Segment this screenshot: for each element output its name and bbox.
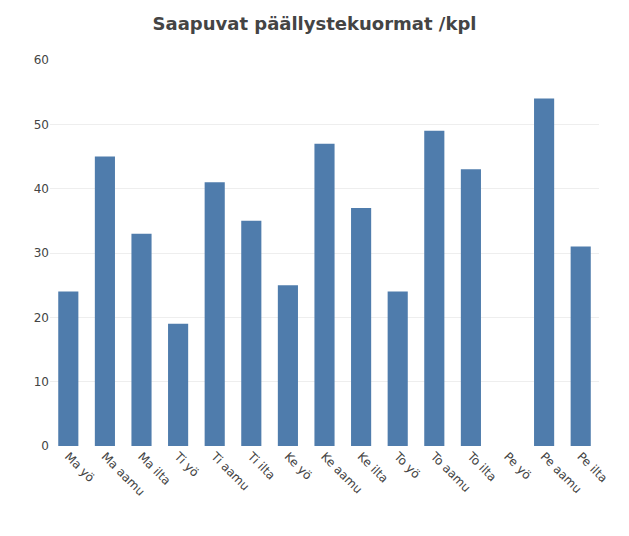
svg-text:Saapuvat päällystekuormat /kpl: Saapuvat päällystekuormat /kpl (153, 13, 477, 34)
svg-text:Ti aamu: Ti aamu (208, 449, 253, 494)
svg-text:30: 30 (34, 246, 49, 260)
svg-text:40: 40 (34, 182, 49, 196)
svg-text:Ke yö: Ke yö (282, 449, 315, 482)
svg-text:20: 20 (34, 311, 49, 325)
svg-text:Ma yö: Ma yö (62, 449, 97, 484)
svg-text:Ke aamu: Ke aamu (318, 449, 365, 496)
svg-text:Pe yö: Pe yö (501, 449, 534, 482)
svg-text:To ilta: To ilta (464, 449, 499, 484)
svg-text:Ma aamu: Ma aamu (99, 449, 148, 498)
svg-text:Ma ilta: Ma ilta (135, 449, 173, 487)
svg-text:To yö: To yö (391, 449, 423, 481)
svg-text:60: 60 (34, 53, 49, 67)
svg-text:50: 50 (34, 118, 49, 132)
svg-text:Ke ilta: Ke ilta (355, 449, 391, 485)
svg-text:10: 10 (34, 375, 49, 389)
svg-text:Ti yö: Ti yö (171, 449, 202, 480)
svg-text:0: 0 (41, 439, 49, 453)
svg-text:Ti ilta: Ti ilta (244, 449, 278, 483)
svg-text:To aamu: To aamu (427, 449, 473, 495)
svg-text:Pe ilta: Pe ilta (574, 449, 610, 485)
svg-text:Pe aamu: Pe aamu (538, 449, 585, 496)
